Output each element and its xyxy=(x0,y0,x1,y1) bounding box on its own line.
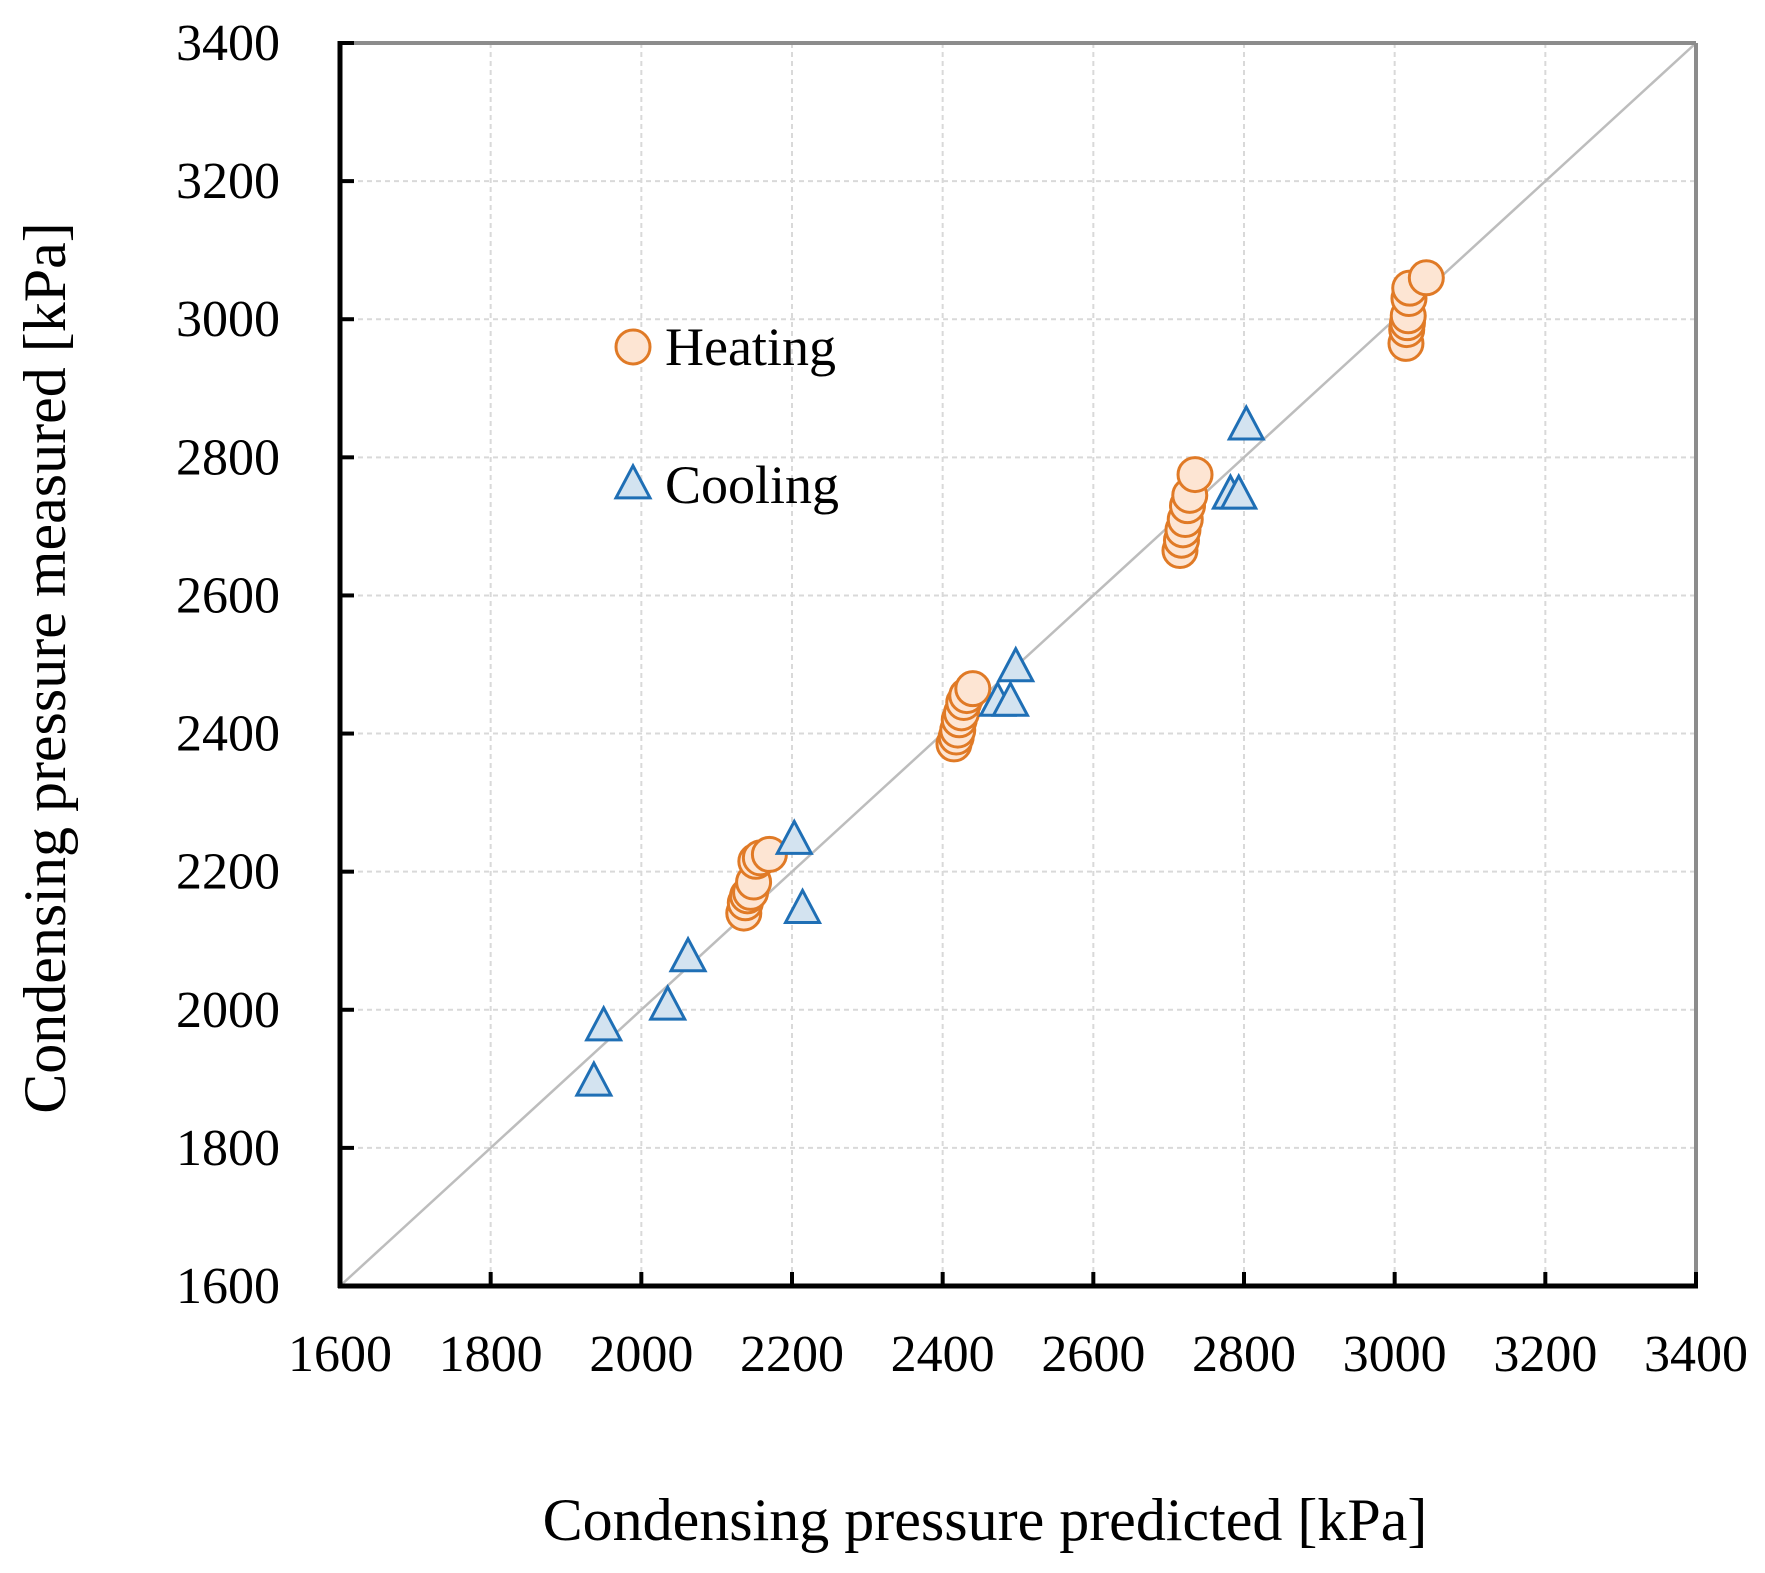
legend-cooling-marker xyxy=(613,462,653,500)
x-tick-label: 3200 xyxy=(1493,1326,1597,1383)
x-tick-label: 2400 xyxy=(891,1326,995,1383)
y-tick-labels: 1600 1800 2000 2200 2400 2600 2800 3000 3200 3400 xyxy=(176,15,280,1315)
x-tick-label: 2200 xyxy=(740,1326,844,1383)
y-tick-label: 2200 xyxy=(176,844,280,901)
y-tick-label: 3200 xyxy=(176,153,280,210)
cooling-point xyxy=(783,887,823,924)
x-tick-label: 2600 xyxy=(1041,1326,1145,1383)
y-tick-label: 2800 xyxy=(176,429,280,486)
x-tick-label: 3000 xyxy=(1343,1326,1447,1383)
legend-cooling-label: Cooling xyxy=(665,455,839,515)
legend-heating-marker xyxy=(614,328,652,366)
legend: Heating Cooling xyxy=(613,317,839,515)
cooling-point xyxy=(996,645,1036,683)
cooling-point xyxy=(584,1004,624,1042)
cooling-point xyxy=(648,983,688,1021)
x-tick-label: 2000 xyxy=(589,1326,693,1383)
x-tick-label: 2800 xyxy=(1192,1326,1296,1383)
plot-frame xyxy=(337,41,1698,1289)
cooling-point xyxy=(574,1059,614,1097)
heating-point xyxy=(1176,456,1214,494)
y-axis-title: Condensing pressure measured [kPa] xyxy=(12,222,78,1113)
x-tick-labels: 1600 1800 2000 2200 2400 2600 2800 3000 3200 3400 xyxy=(288,1326,1748,1383)
cooling-point xyxy=(668,935,708,973)
grid-lines xyxy=(340,43,1696,1286)
cooling-point xyxy=(990,680,1030,717)
x-tick-label: 1800 xyxy=(439,1326,543,1383)
axis-ticks xyxy=(338,41,1698,1288)
x-axis-title: Condensing pressure predicted [kPa] xyxy=(543,1487,1428,1553)
y-tick-label: 2000 xyxy=(176,982,280,1039)
y-tick-label: 2600 xyxy=(176,567,280,624)
cooling-point xyxy=(1226,403,1266,441)
heating-point xyxy=(954,670,992,708)
x-tick-label: 3400 xyxy=(1644,1326,1748,1383)
y-tick-label: 1800 xyxy=(176,1120,280,1177)
cooling-point xyxy=(1219,472,1259,510)
data-markers xyxy=(574,259,1445,1097)
y-tick-label: 1600 xyxy=(176,1258,280,1315)
legend-heating-label: Heating xyxy=(665,317,836,377)
heating-point xyxy=(1407,259,1445,297)
cooling-point xyxy=(774,818,814,855)
y-tick-label: 2400 xyxy=(176,706,280,763)
y-tick-label: 3400 xyxy=(176,15,280,72)
x-tick-label: 1600 xyxy=(288,1326,392,1383)
y-tick-label: 3000 xyxy=(176,291,280,348)
